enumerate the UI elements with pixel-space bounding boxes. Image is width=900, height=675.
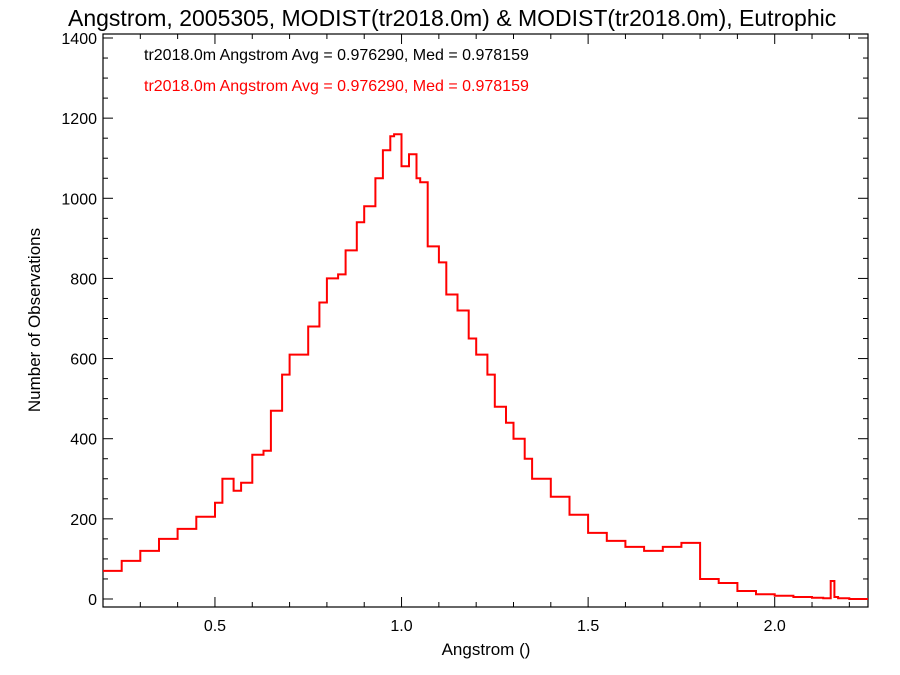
- histogram-step-line: [103, 133, 868, 600]
- plot-frame: [102, 33, 869, 608]
- y-tick-label: 1200: [61, 111, 97, 128]
- x-tick-label: 1.0: [390, 618, 412, 635]
- stats-annotation-red: tr2018.0m Angstrom Avg = 0.976290, Med =…: [144, 78, 529, 95]
- axis-ticks: [102, 34, 868, 607]
- y-tick-label: 1400: [61, 31, 97, 48]
- x-tick-label: 1.5: [577, 618, 599, 635]
- chart-title: Angstrom, 2005305, MODIST(tr2018.0m) & M…: [68, 5, 836, 31]
- y-axis-label: Number of Observations: [25, 228, 44, 412]
- y-tick-label: 600: [70, 352, 97, 369]
- x-axis-label: Angstrom (): [442, 640, 531, 659]
- y-tick-label: 0: [88, 592, 97, 609]
- x-tick-label: 0.5: [204, 618, 226, 635]
- y-tick-label: 400: [70, 432, 97, 449]
- y-tick-label: 1000: [61, 191, 97, 208]
- y-tick-label: 800: [70, 271, 97, 288]
- y-tick-label: 200: [70, 512, 97, 529]
- stats-annotation-black: tr2018.0m Angstrom Avg = 0.976290, Med =…: [144, 47, 529, 64]
- tick-labels: 0.5 1.0 1.5 2.0 0 200 400 600 800 1000 1200 1400: [61, 31, 786, 635]
- x-tick-label: 2.0: [764, 618, 786, 635]
